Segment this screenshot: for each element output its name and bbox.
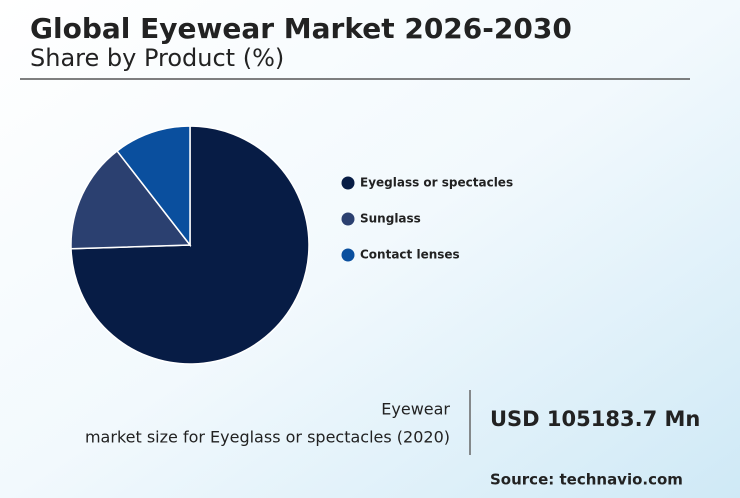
pie-slice bbox=[70, 149, 192, 250]
legend-swatch bbox=[341, 212, 355, 226]
legend-label: Sunglass bbox=[360, 212, 421, 226]
pie-slice bbox=[116, 125, 191, 248]
annotation-label: Eyewear bbox=[381, 400, 450, 419]
annotation-value: USD 105183.7 Mn bbox=[490, 407, 700, 431]
legend-label: Eyeglass or spectacles bbox=[360, 176, 513, 190]
chart-title: Global Eyewear Market 2026-2030 bbox=[30, 12, 572, 45]
legend: Eyeglass or spectacles Sunglass Contact le… bbox=[341, 176, 513, 262]
source: Source: technavio.com bbox=[490, 471, 683, 489]
legend-swatch bbox=[341, 248, 355, 262]
annotation-label: market size for Eyeglass or spectacles (… bbox=[85, 428, 450, 447]
legend-swatch bbox=[341, 176, 355, 190]
chart-subtitle: Share by Product (%) bbox=[30, 44, 284, 72]
pie bbox=[70, 125, 310, 365]
legend-label: Contact lenses bbox=[360, 248, 460, 262]
